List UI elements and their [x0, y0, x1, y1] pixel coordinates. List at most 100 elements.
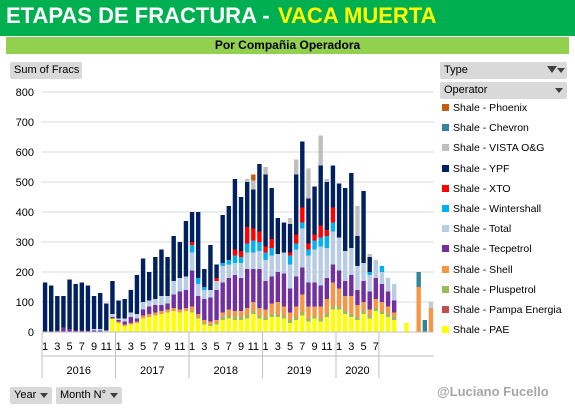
bar-segment-shale-total — [91, 329, 97, 331]
bar-segment-shale-total — [220, 266, 225, 283]
bar-segment-shale-shell — [171, 308, 176, 311]
x-month-label: 3 — [275, 341, 281, 353]
bar-segment-shale-pae — [165, 312, 170, 332]
axis-field-label-month: Month N° — [60, 389, 106, 401]
bar-segment-shale-total — [361, 263, 366, 281]
bar-segment-shale-shell — [428, 308, 434, 332]
bar-segment-shale-wintershall — [293, 243, 299, 250]
bar-segment-shale-wintershall — [202, 287, 207, 290]
bar-segment-shale-total — [202, 290, 207, 299]
bar-segment-shale-pae — [324, 317, 330, 332]
bar-segment-shale-tecpetrol — [251, 269, 256, 302]
bar-segment-shale-vista-o-g — [306, 168, 311, 199]
bar-segment-shale-ypf — [244, 182, 250, 227]
dropdown-arrow-icon[interactable] — [557, 68, 565, 73]
x-year-label: 2019 — [287, 365, 311, 377]
bar-segment-shale-xto — [287, 252, 293, 256]
bar-segment-shale-pluspetrol — [385, 314, 391, 317]
bar-segment-shale-ypf — [165, 257, 170, 296]
dropdown-arrow-icon[interactable] — [555, 88, 563, 93]
bar-segment-shale-pae — [281, 318, 287, 332]
bar-segment-shale-ypf — [251, 189, 256, 229]
values-field-button[interactable]: Sum of Fracs — [10, 62, 82, 79]
bar-segment-shale-wintershall — [269, 248, 274, 256]
bar-segment-shale-pae — [257, 318, 262, 332]
bar-segment-shale-tecpetrol — [153, 305, 158, 313]
legend-label: Shale - Tecpetrol — [453, 243, 532, 256]
bar-segment-shale-tecpetrol — [91, 330, 97, 332]
axis-field-button-month[interactable]: Month N° — [56, 387, 122, 404]
bar-segment-shale-tecpetrol — [202, 299, 207, 320]
bar-segment-shale-total — [312, 249, 317, 283]
bar-segment-shale-shell — [251, 302, 256, 311]
dropdown-arrow-icon[interactable] — [40, 393, 48, 398]
bar-segment-shale-pluspetrol — [287, 320, 293, 323]
bar-segment-shale-pae — [275, 317, 281, 332]
legend-swatch — [442, 306, 449, 313]
legend-field-button-type[interactable]: Type — [440, 62, 567, 79]
bar-segment-shale-shell — [349, 296, 354, 314]
legend-label: Shale - Total — [453, 223, 512, 236]
bar-segment-shale-vista-o-g — [293, 159, 299, 175]
y-tick-label: 200 — [16, 267, 34, 279]
bar-segment-shale-pae — [226, 318, 232, 332]
bar-segment-shale-xto — [293, 234, 299, 244]
x-month-label: 11 — [321, 341, 332, 353]
values-field-label: Sum of Fracs — [14, 64, 80, 76]
bar-segment-shale-wintershall — [257, 242, 262, 251]
bar-segment-shale-ypf — [91, 296, 97, 329]
bar-segment-shale-tecpetrol — [97, 330, 103, 332]
x-month-label: 3 — [54, 341, 60, 353]
bar-segment-shale-ypf — [342, 188, 348, 251]
bar-segment-shale-pae — [367, 318, 372, 332]
bar-segment-shale-total — [355, 266, 360, 290]
bar-segment-shale-wintershall — [379, 266, 385, 272]
bar-segment-shale-tecpetrol — [232, 275, 238, 311]
bar-segment-shale-shell — [159, 311, 164, 314]
bar-segment-shale-total — [287, 264, 293, 289]
bar-segment-shale-pluspetrol — [379, 311, 385, 314]
bar-segment-shale-ypf — [220, 215, 225, 263]
bar-segment-shale-pae — [269, 317, 274, 332]
bar-segment-shale-tecpetrol — [159, 305, 164, 311]
filter-icon[interactable] — [547, 66, 557, 73]
bar-segment-shale-pae — [300, 315, 305, 332]
bar-segment-shale-shell — [208, 321, 213, 325]
bar-segment-shale-pae — [385, 317, 391, 332]
bar-segment-shale-total — [300, 228, 305, 268]
bar-segment-shale-vista-o-g — [251, 180, 256, 190]
bar-segment-shale-pluspetrol — [220, 317, 225, 320]
bar-segment-shale-xto — [330, 207, 336, 223]
bar-segment-shale-tecpetrol — [385, 291, 391, 307]
x-year-label: 2020 — [345, 365, 369, 377]
bar-segment-shale-shell — [385, 306, 391, 314]
bar-segment-shale-pae — [134, 323, 140, 332]
bar-segment-shale-shell — [128, 323, 134, 325]
bar-segment-shale-ypf — [79, 282, 85, 331]
bar-segment-shale-total — [269, 255, 274, 277]
bar-segment-shale-ypf — [61, 296, 66, 328]
bar-segment-shale-total — [183, 276, 189, 290]
legend-field-button-operator[interactable]: Operator — [440, 82, 567, 99]
bar-segment-shale-tecpetrol — [349, 275, 354, 296]
bar-segment-shale-vista-o-g — [367, 254, 372, 257]
bar-segment-shale-pluspetrol — [300, 312, 305, 316]
bar-segment-shale-total — [226, 264, 232, 278]
bar-segment-shale-total — [257, 251, 262, 269]
bar-segment-shale-pluspetrol — [349, 314, 354, 317]
legend-label: Shale - Pampa Energia — [453, 304, 562, 316]
bar-segment-shale-wintershall — [312, 240, 317, 250]
bar-segment-shale-shell — [195, 314, 201, 317]
bar-segment-shale-shell — [257, 308, 262, 316]
bar-segment-shale-tecpetrol — [287, 288, 293, 313]
dropdown-arrow-icon[interactable] — [110, 393, 118, 398]
bar-segment-shale-shell — [391, 312, 397, 317]
bar-segment-shale-shell — [214, 320, 219, 323]
bar-segment-shale-ypf — [257, 164, 262, 232]
bar-segment-shale-wintershall — [306, 249, 311, 256]
bar-segment-shale-wintershall — [324, 236, 330, 248]
bar-segment-shale-tecpetrol — [177, 291, 183, 310]
bar-segment-shale-total — [134, 314, 140, 319]
bar-segment-shale-shell — [269, 303, 274, 314]
axis-field-button-year[interactable]: Year — [10, 387, 52, 404]
